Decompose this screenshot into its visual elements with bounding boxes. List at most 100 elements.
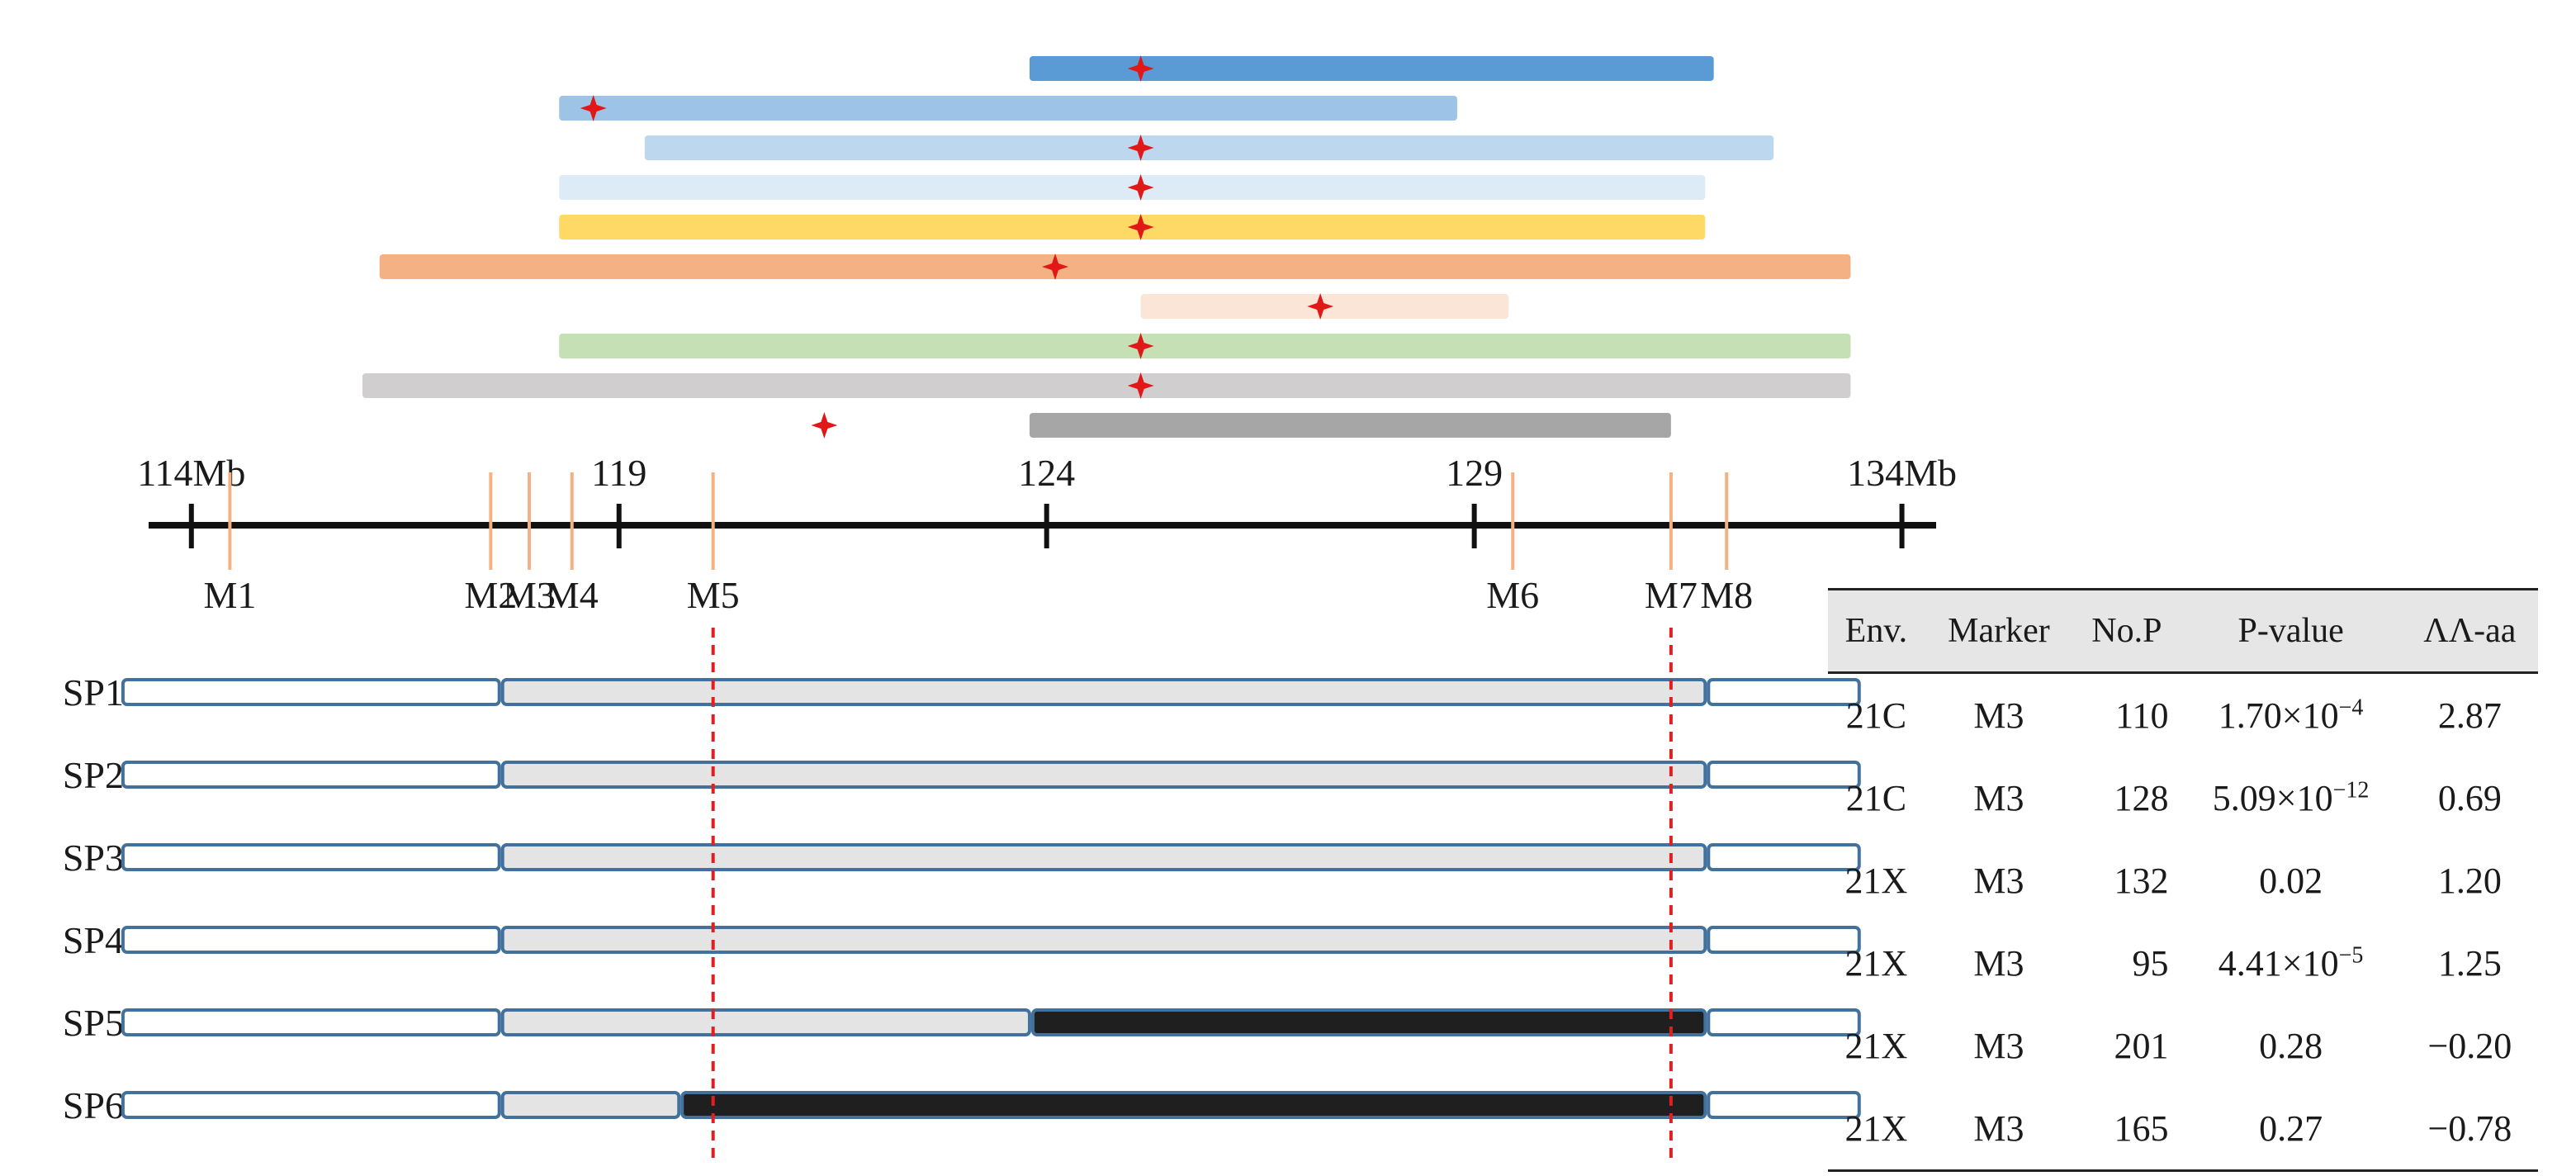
segment-introgression bbox=[500, 761, 1707, 789]
line-label: SP4 bbox=[63, 919, 124, 961]
qtl-bar bbox=[362, 373, 1851, 398]
line-label: SP1 bbox=[63, 671, 124, 714]
peak-star-icon bbox=[1127, 372, 1154, 399]
segment-left bbox=[121, 761, 501, 789]
segment-left bbox=[121, 1091, 501, 1119]
segment-left bbox=[121, 678, 501, 706]
pvalue-exponent: −4 bbox=[2338, 694, 2364, 720]
marker-label: M7 bbox=[1645, 574, 1698, 616]
chromosome-axis: 114Mb 119 124 129 134Mb bbox=[137, 452, 1957, 548]
cell-env: 21X bbox=[1844, 860, 1908, 901]
marker-label: M1 bbox=[203, 574, 256, 616]
pvalue-exponent: −5 bbox=[2338, 941, 2364, 968]
peak-star-icon bbox=[1127, 55, 1154, 82]
cell-effect: −0.20 bbox=[2427, 1025, 2512, 1066]
axis-tick-label: 134Mb bbox=[1847, 452, 1957, 494]
cell-env: 21C bbox=[1845, 695, 1907, 736]
peak-star-icon bbox=[1127, 135, 1154, 161]
cell-pvalue: 0.02 bbox=[2181, 839, 2402, 922]
line-label: SP6 bbox=[63, 1084, 124, 1126]
cell-nop: 132 bbox=[2114, 860, 2169, 901]
pvalue-exponent: −12 bbox=[2332, 776, 2370, 803]
table-row: 21X M3 132 0.02 1.20 bbox=[1828, 839, 2538, 922]
cell-marker: M3 bbox=[1973, 1025, 2024, 1066]
axis-tick-label: 124 bbox=[1018, 452, 1075, 494]
marker-label: M4 bbox=[546, 574, 599, 616]
cell-effect: 1.25 bbox=[2437, 942, 2502, 984]
qtl-bar bbox=[559, 334, 1851, 358]
qtl-bar bbox=[1029, 413, 1671, 438]
qtl-bar bbox=[379, 254, 1851, 279]
substitution-lines: SP1 SP2 SP3 SP4 SP5 SP6 bbox=[63, 671, 1861, 1126]
table-row: 21C M3 110 1.70×10−4 2.87 bbox=[1828, 673, 2538, 757]
segment-introgression bbox=[500, 678, 1707, 706]
cell-nop: 128 bbox=[2114, 777, 2169, 818]
marker-label: M6 bbox=[1486, 574, 1539, 616]
cell-effect: 2.87 bbox=[2437, 695, 2502, 736]
segment-right bbox=[1707, 926, 1861, 954]
cell-pvalue: 0.28 bbox=[2181, 1004, 2402, 1087]
segment-right bbox=[1707, 1091, 1861, 1119]
peak-star-icon bbox=[1307, 293, 1334, 320]
segment-dark bbox=[1030, 1008, 1707, 1036]
peak-star-icon bbox=[1127, 174, 1154, 201]
marker-label: M2 bbox=[464, 574, 517, 616]
table-row: 21X M3 165 0.27 −0.78 bbox=[1828, 1087, 2538, 1171]
segment-introgression bbox=[500, 926, 1707, 954]
segment-right bbox=[1707, 678, 1861, 706]
segment-left bbox=[121, 1008, 501, 1036]
peak-star-icon bbox=[811, 412, 838, 439]
cell-env: 21X bbox=[1844, 1025, 1908, 1066]
header-marker: Marker bbox=[1948, 612, 2050, 650]
cell-effect: 0.69 bbox=[2437, 777, 2502, 818]
pvalue-base: 0.28 bbox=[2259, 1025, 2323, 1066]
cell-pvalue: 4.41×10−5 bbox=[2181, 922, 2402, 1004]
cell-marker: M3 bbox=[1973, 860, 2024, 901]
pvalue-base: 4.41×10 bbox=[2218, 942, 2339, 984]
marker-label: M3 bbox=[503, 574, 556, 616]
axis-tick-label: 129 bbox=[1446, 452, 1503, 494]
cell-pvalue: 1.70×10−4 bbox=[2181, 673, 2402, 757]
cell-marker: M3 bbox=[1973, 1107, 2024, 1149]
table-row: 21C M3 128 5.09×10−12 0.69 bbox=[1828, 756, 2538, 839]
cell-env: 21X bbox=[1844, 1107, 1908, 1149]
segment-right bbox=[1707, 1008, 1861, 1036]
segment-left bbox=[121, 843, 501, 871]
cell-marker: M3 bbox=[1973, 695, 2024, 736]
segment-dark bbox=[680, 1091, 1707, 1119]
table-row: 21X M3 201 0.28 −0.20 bbox=[1828, 1004, 2538, 1087]
qtl-bar bbox=[1029, 56, 1714, 81]
axis-tick-label: 119 bbox=[591, 452, 646, 494]
peak-star-icon bbox=[1042, 254, 1069, 280]
cell-pvalue: 0.27 bbox=[2181, 1087, 2402, 1171]
cell-nop: 110 bbox=[2115, 695, 2169, 736]
cell-effect: 1.20 bbox=[2437, 860, 2502, 901]
pvalue-base: 1.70×10 bbox=[2218, 695, 2339, 736]
segment-introgression bbox=[500, 1008, 1031, 1036]
association-table: Env. Marker No.P P-value ΛΛ-aa 21C M3 110 1… bbox=[1828, 588, 2538, 1172]
axis-tick-label: 114Mb bbox=[137, 452, 245, 494]
table-body: 21C M3 110 1.70×10−4 2.87 21C M3 128 5.09×10−12 0… bbox=[1828, 673, 2538, 1171]
cell-marker: M3 bbox=[1973, 777, 2024, 818]
segment-introgression bbox=[500, 1091, 681, 1119]
cell-nop: 95 bbox=[2132, 942, 2169, 984]
qtl-bar bbox=[559, 96, 1457, 121]
table-row: 21X M3 95 4.41×10−5 1.25 bbox=[1828, 922, 2538, 1004]
segment-left bbox=[121, 926, 501, 954]
peak-star-icon bbox=[1127, 214, 1154, 240]
segment-introgression bbox=[500, 843, 1707, 871]
qtl-bar bbox=[644, 135, 1774, 160]
line-label: SP3 bbox=[63, 837, 124, 879]
header-pvalue: P-value bbox=[2237, 612, 2344, 650]
line-label: SP2 bbox=[63, 754, 124, 796]
cell-effect: −0.78 bbox=[2427, 1107, 2512, 1149]
marker-label: M8 bbox=[1700, 574, 1753, 616]
header-env: Env. bbox=[1844, 612, 1908, 650]
pvalue-base: 0.02 bbox=[2259, 860, 2323, 901]
cell-env: 21C bbox=[1845, 777, 1907, 818]
header-effect: ΛΛ-aa bbox=[2423, 612, 2517, 650]
marker-label: M5 bbox=[687, 574, 740, 616]
table-header-row: Env. Marker No.P P-value ΛΛ-aa bbox=[1828, 589, 2538, 673]
